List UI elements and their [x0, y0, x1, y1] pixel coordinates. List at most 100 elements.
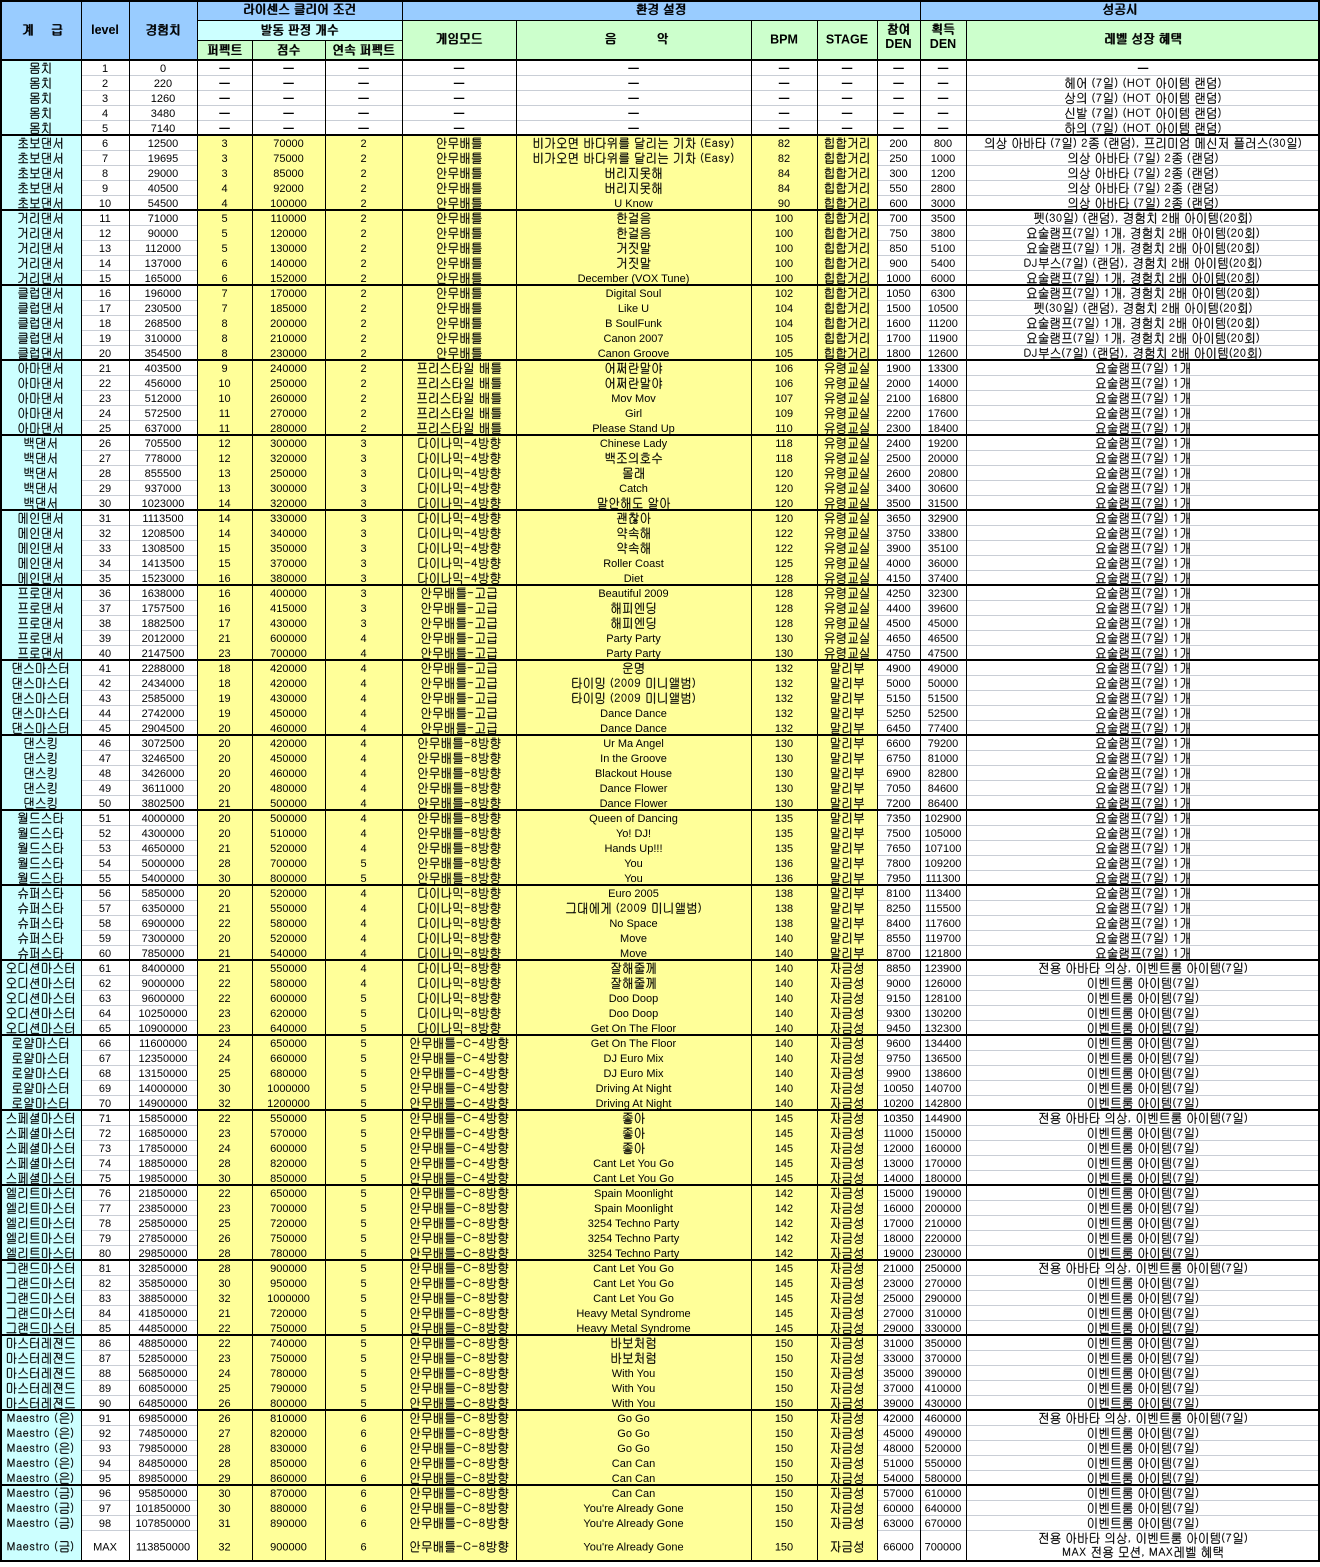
svg-text:14000: 14000 [928, 378, 959, 390]
svg-text:5: 5 [360, 1323, 366, 1335]
svg-text:750: 750 [889, 228, 907, 240]
svg-text:4: 4 [360, 723, 366, 735]
svg-text:128: 128 [775, 618, 793, 630]
svg-text:60850000: 60850000 [139, 1383, 188, 1395]
svg-text:354500: 354500 [145, 348, 182, 360]
svg-text:1000: 1000 [886, 273, 910, 285]
svg-text:16: 16 [218, 588, 230, 600]
svg-text:142: 142 [775, 1188, 793, 1200]
svg-text:480000: 480000 [270, 783, 307, 795]
svg-text:140: 140 [775, 1053, 793, 1065]
svg-text:9600000: 9600000 [142, 993, 185, 1005]
svg-text:5: 5 [360, 1113, 366, 1125]
svg-text:4: 4 [360, 633, 366, 645]
svg-text:800000: 800000 [270, 873, 307, 885]
svg-text:DJ Euro Mix: DJ Euro Mix [604, 1053, 664, 1065]
svg-text:Digital Soul: Digital Soul [606, 288, 662, 300]
svg-text:82: 82 [778, 153, 790, 165]
svg-text:23850000: 23850000 [139, 1203, 188, 1215]
svg-text:5: 5 [360, 1353, 366, 1365]
svg-text:10050: 10050 [883, 1083, 914, 1095]
svg-text:Can Can: Can Can [612, 1473, 655, 1485]
svg-text:47: 47 [99, 753, 111, 765]
svg-text:34: 34 [99, 558, 111, 570]
svg-text:120: 120 [775, 513, 793, 525]
svg-text:135: 135 [775, 813, 793, 825]
svg-text:33: 33 [99, 543, 111, 555]
svg-text:2: 2 [360, 138, 366, 150]
svg-text:25000: 25000 [883, 1293, 914, 1305]
svg-text:Like U: Like U [618, 303, 649, 315]
svg-text:90: 90 [99, 1398, 111, 1410]
svg-text:750000: 750000 [270, 1353, 307, 1365]
svg-text:27000: 27000 [883, 1308, 914, 1320]
svg-text:1113500: 1113500 [142, 513, 183, 525]
svg-text:16800: 16800 [928, 393, 959, 405]
svg-text:24: 24 [218, 1053, 230, 1065]
svg-text:20: 20 [99, 348, 111, 360]
svg-text:2: 2 [360, 423, 366, 435]
svg-text:145: 145 [775, 1113, 793, 1125]
svg-text:460000: 460000 [925, 1413, 962, 1425]
svg-text:Get On The Floor: Get On The Floor [591, 1023, 677, 1035]
svg-text:320000: 320000 [270, 498, 307, 510]
svg-text:Cant Let You Go: Cant Let You Go [593, 1293, 674, 1305]
svg-text:490000: 490000 [925, 1428, 962, 1440]
svg-text:900000: 900000 [270, 1541, 307, 1553]
svg-text:6: 6 [360, 1488, 366, 1500]
svg-text:11: 11 [219, 423, 230, 435]
svg-text:Spain Moonlight: Spain Moonlight [594, 1203, 673, 1215]
svg-text:11900: 11900 [928, 333, 958, 345]
svg-text:5: 5 [360, 1023, 366, 1035]
svg-text:680000: 680000 [270, 1068, 307, 1080]
svg-text:19: 19 [218, 693, 230, 705]
svg-text:572500: 572500 [145, 408, 182, 420]
svg-text:14: 14 [218, 498, 230, 510]
svg-text:5: 5 [360, 1383, 366, 1395]
svg-text:10250000: 10250000 [139, 1008, 188, 1020]
svg-text:6450: 6450 [886, 723, 910, 735]
svg-text:98: 98 [99, 1518, 111, 1530]
svg-text:31: 31 [99, 513, 111, 525]
svg-text:456000: 456000 [145, 378, 182, 390]
svg-text:Blackout House: Blackout House [595, 768, 672, 780]
svg-text:4: 4 [221, 198, 227, 210]
svg-text:20: 20 [218, 738, 230, 750]
svg-text:23: 23 [218, 1128, 230, 1140]
svg-text:2: 2 [360, 228, 366, 240]
svg-text:4: 4 [221, 183, 227, 195]
svg-text:10: 10 [218, 393, 230, 405]
svg-text:310000: 310000 [145, 333, 182, 345]
svg-text:84: 84 [99, 1308, 111, 1320]
svg-text:79: 79 [99, 1233, 111, 1245]
svg-text:1208500: 1208500 [142, 528, 185, 540]
svg-text:140: 140 [775, 993, 793, 1005]
svg-text:20: 20 [218, 813, 230, 825]
svg-text:21: 21 [99, 363, 111, 375]
svg-text:130: 130 [775, 783, 793, 795]
svg-text:430000: 430000 [270, 693, 307, 705]
svg-text:4: 4 [360, 963, 366, 975]
svg-text:790000: 790000 [270, 1383, 307, 1395]
svg-text:140: 140 [775, 1083, 793, 1095]
svg-text:610000: 610000 [925, 1488, 962, 1500]
svg-text:4: 4 [360, 753, 366, 765]
svg-text:18400: 18400 [928, 423, 959, 435]
svg-text:380000: 380000 [270, 573, 307, 585]
svg-text:4750: 4750 [886, 648, 910, 660]
svg-text:132: 132 [775, 678, 793, 690]
svg-text:135: 135 [775, 828, 793, 840]
svg-text:MAX: MAX [93, 1541, 118, 1553]
svg-text:640000: 640000 [270, 1023, 307, 1035]
svg-text:12: 12 [218, 453, 230, 465]
svg-text:7140: 7140 [151, 123, 175, 135]
svg-text:30: 30 [218, 1173, 230, 1185]
svg-text:67: 67 [99, 1053, 111, 1065]
svg-text:77: 77 [99, 1203, 111, 1215]
svg-text:5: 5 [360, 1293, 366, 1305]
svg-text:185000: 185000 [270, 303, 307, 315]
svg-text:3: 3 [102, 93, 108, 105]
svg-text:Doo Doop: Doo Doop [609, 993, 659, 1005]
svg-text:810000: 810000 [270, 1413, 307, 1425]
svg-text:37400: 37400 [928, 573, 959, 585]
